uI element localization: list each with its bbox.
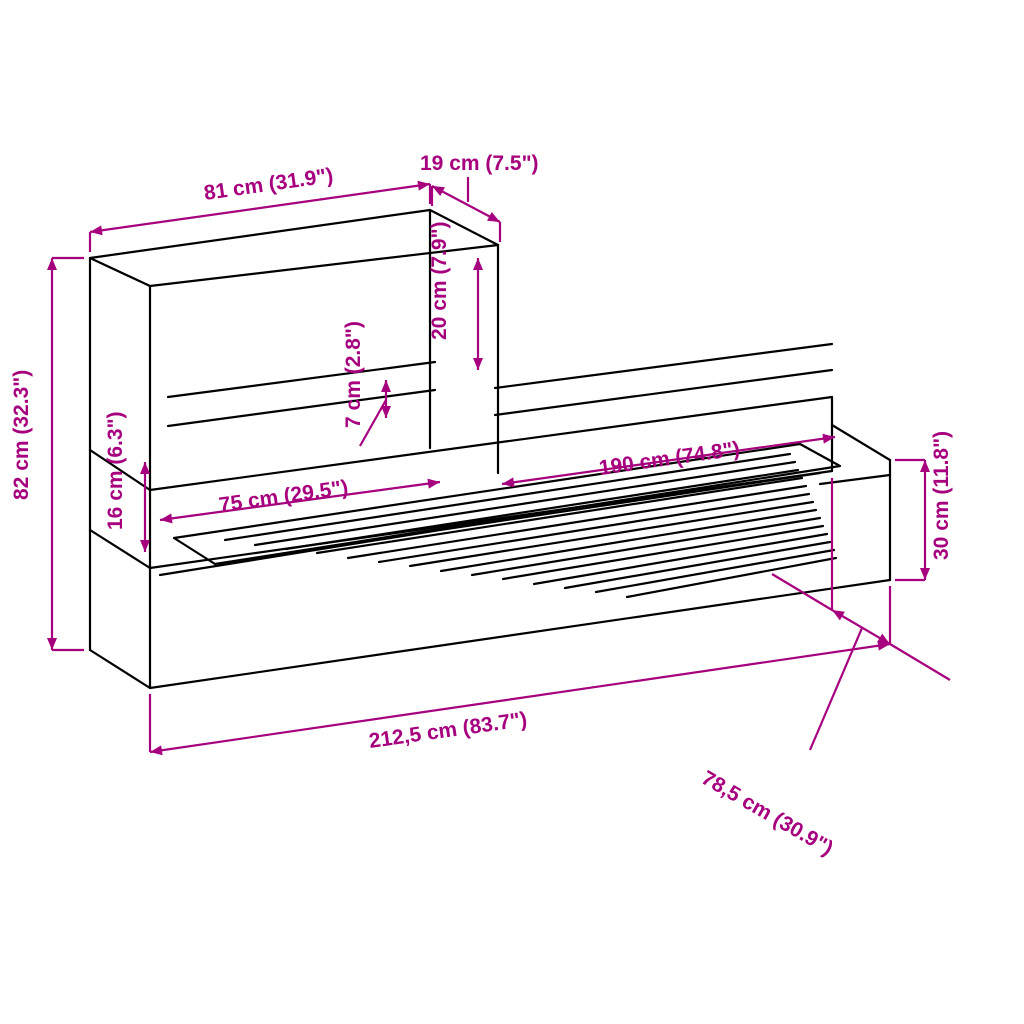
dimension-label: 7 cm (2.8") xyxy=(342,321,365,428)
dimension-label: 20 cm (7.9") xyxy=(428,221,451,340)
dimension-label: 30 cm (11.8") xyxy=(930,431,953,560)
dimension-label: 82 cm (32.3") xyxy=(10,370,33,500)
dimension-label: 19 cm (7.5") xyxy=(420,152,539,175)
dimension-label: 16 cm (6.3") xyxy=(104,411,127,530)
